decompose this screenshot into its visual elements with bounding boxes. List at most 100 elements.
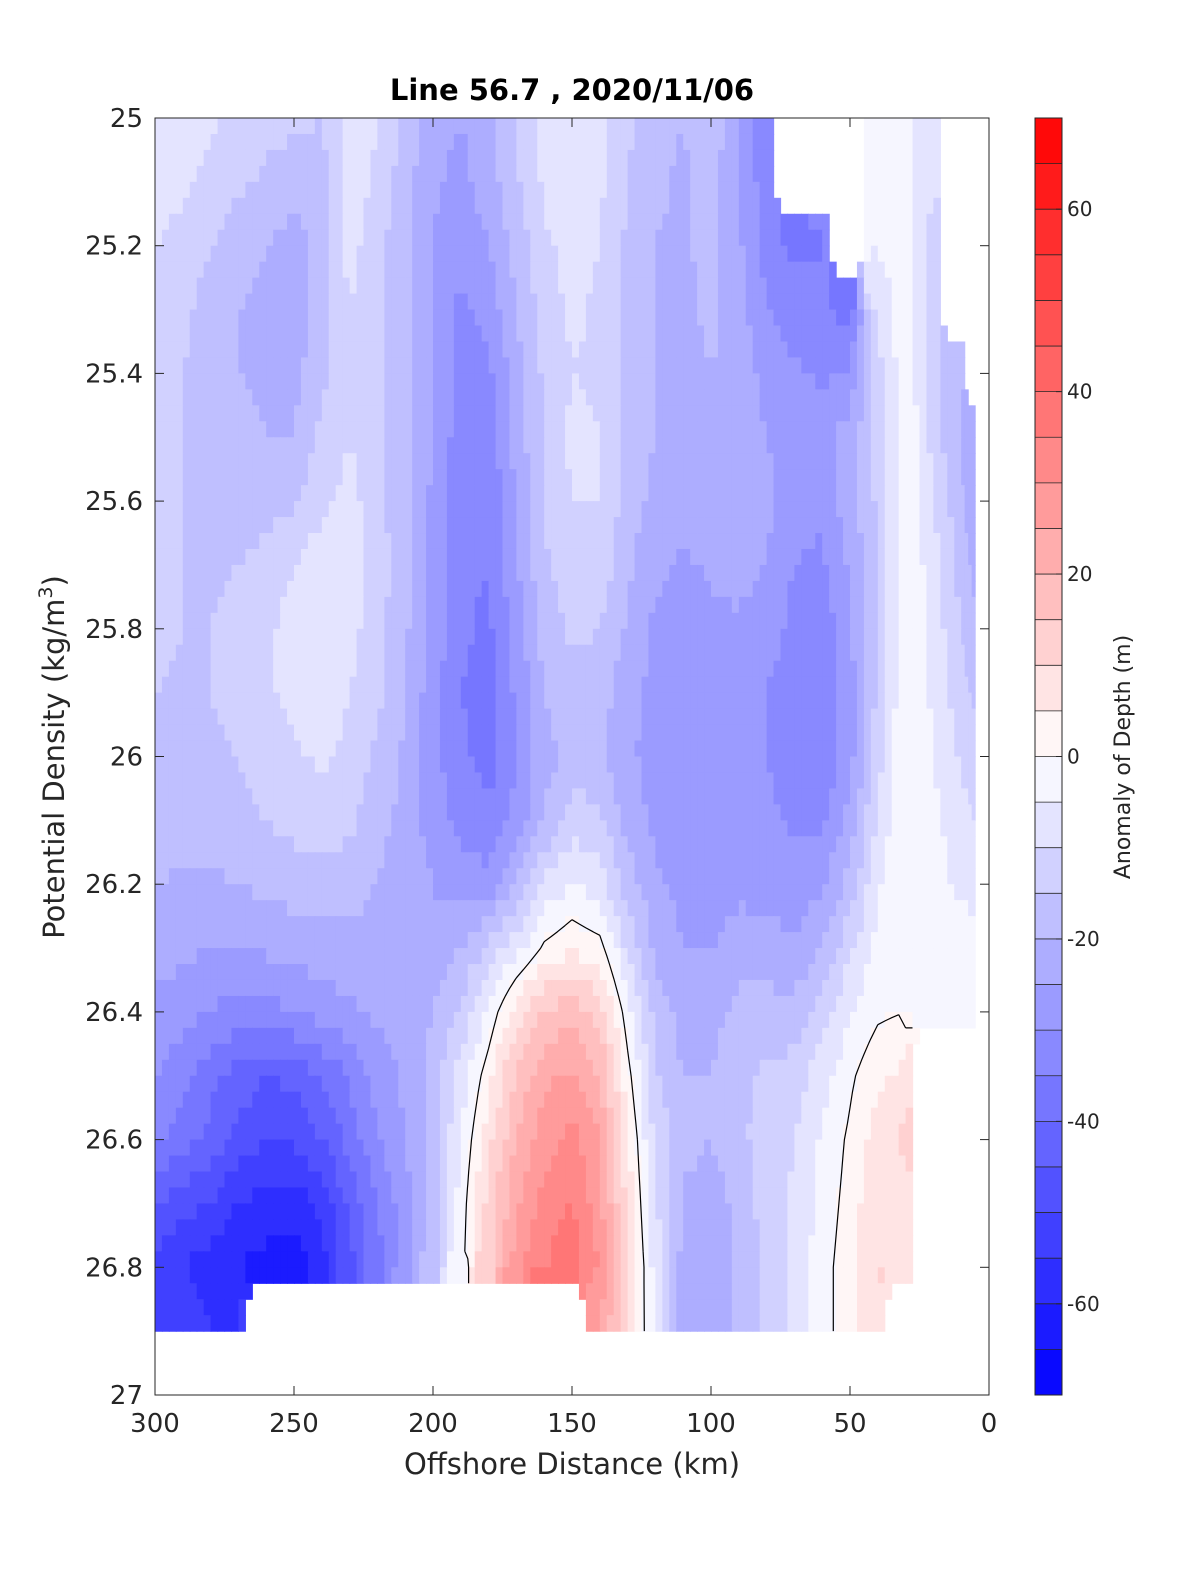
field-cell [843,724,851,742]
field-cell [377,149,385,167]
field-cell [460,676,469,694]
field-cell [349,564,358,582]
field-cell [954,788,962,805]
field-cell [863,357,872,374]
field-cell [224,389,233,406]
field-cell [891,660,900,678]
field-cell [808,772,816,790]
field-cell [954,612,962,630]
field-cell [405,580,413,598]
field-cell [224,517,233,534]
field-cell [328,277,337,295]
field-cell [592,165,601,183]
field-cell [453,628,462,646]
field-cell [439,197,448,215]
field-cell [349,580,358,598]
field-cell [419,756,427,774]
field-cell [850,469,858,486]
field-cell [676,485,684,502]
field-cell [314,373,323,390]
field-cell [884,181,893,199]
field-cell [759,612,768,630]
field-cell [690,740,698,758]
field-cell [342,548,351,566]
field-cell [495,405,504,422]
field-cell [572,628,580,646]
field-cell [405,469,413,486]
field-cell [940,405,948,422]
field-cell [592,740,601,758]
field-cell [704,644,712,662]
field-cell [300,405,309,422]
field-cell [641,469,650,486]
field-cell [502,309,511,327]
field-cell [516,596,524,614]
field-cell [460,453,469,470]
field-cell [433,533,441,550]
field-cell [335,660,344,678]
field-cell [578,197,587,215]
field-cell [697,564,705,582]
field-cell [641,437,650,454]
field-cell [662,277,670,295]
field-cell [717,437,726,454]
field-cell [266,357,274,374]
field-cell [495,628,504,646]
field-cell [787,277,795,295]
field-cell [745,437,754,454]
field-cell [245,628,253,646]
field-cell [620,564,629,582]
field-cell [307,405,316,422]
field-cell [648,421,656,438]
field-cell [578,756,587,774]
field-cell [537,660,545,678]
field-cell [794,501,802,518]
field-cell [558,517,566,534]
field-cell [690,325,698,343]
field-cell [627,405,636,422]
field-cell [161,437,170,454]
field-cell [613,756,622,774]
field-cell [544,261,552,279]
field-cell [488,341,497,359]
field-cell [412,517,420,534]
field-cell [863,453,872,470]
field-cell [724,612,733,630]
field-cell [905,501,914,518]
field-cell [648,676,656,694]
field-cell [523,389,531,406]
field-cell [280,118,288,135]
field-cell [731,772,740,790]
field-cell [155,133,163,151]
field-cell [405,373,413,390]
field-cell [210,740,219,758]
field-cell [398,804,406,821]
field-cell [488,660,497,678]
field-cell [155,437,163,454]
field-cell [439,133,448,151]
field-cell [599,740,608,758]
field-cell [578,548,587,566]
field-cell [947,756,955,774]
field-cell [537,213,545,231]
field-cell [717,676,726,694]
field-cell [961,788,966,805]
field-cell [690,133,698,151]
field-cell [495,644,504,662]
field-cell [912,309,921,327]
field-cell [412,756,420,774]
field-cell [585,197,594,215]
field-cell [523,149,531,167]
field-cell [175,469,184,486]
field-cell [530,181,538,199]
field-cell [592,405,601,422]
field-cell [287,293,295,311]
field-cell [196,612,205,630]
field-cell [328,293,337,311]
field-cell [307,325,316,343]
field-cell [502,564,511,582]
field-cell [488,293,497,311]
field-cell [412,660,420,678]
field-cell [856,788,865,805]
field-cell [398,676,406,694]
